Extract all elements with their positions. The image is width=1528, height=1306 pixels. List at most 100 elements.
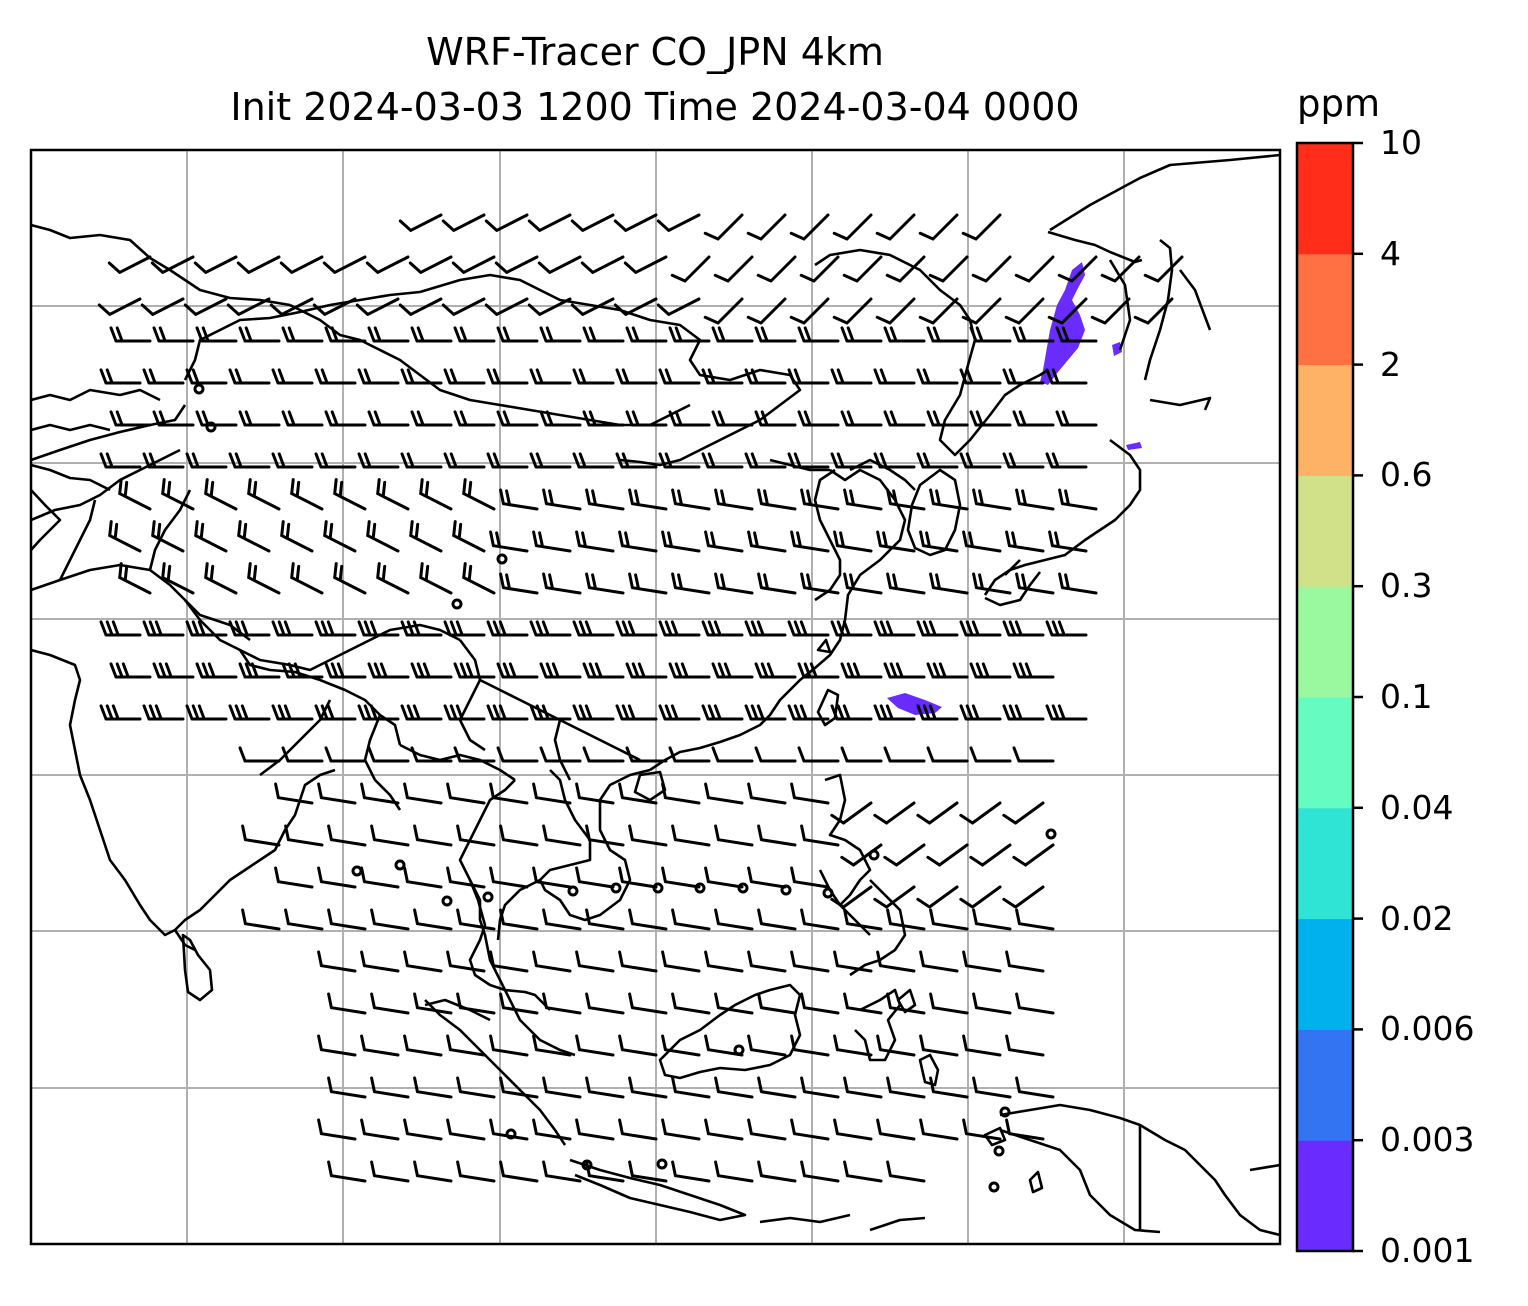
wind-barb bbox=[1048, 530, 1088, 553]
wind-barb bbox=[228, 368, 271, 385]
wind-barb bbox=[398, 297, 443, 316]
wind-barb bbox=[360, 950, 400, 973]
wind-barb bbox=[969, 746, 1012, 763]
wind-barb bbox=[360, 1034, 400, 1057]
wind-barb bbox=[790, 782, 830, 805]
wind-barb bbox=[618, 782, 658, 805]
wind-barb bbox=[499, 1160, 539, 1183]
wind-barb bbox=[628, 908, 668, 931]
wind-barb bbox=[279, 255, 324, 274]
wind-barb bbox=[1005, 530, 1045, 553]
wind-barb bbox=[711, 410, 754, 427]
wind-barb bbox=[400, 704, 443, 721]
wind-barb bbox=[747, 1118, 787, 1141]
wind-barb bbox=[961, 297, 1002, 325]
wind-barb bbox=[314, 620, 357, 637]
wind-barb bbox=[886, 572, 926, 595]
wind-barb bbox=[972, 1076, 1012, 1099]
wind-barb bbox=[118, 478, 152, 511]
wind-barb bbox=[746, 297, 787, 325]
wind-barb bbox=[585, 1076, 625, 1099]
wind-barb bbox=[453, 326, 496, 343]
wind-barb bbox=[376, 562, 410, 595]
wind-barb bbox=[1055, 410, 1098, 427]
wind-barb bbox=[959, 885, 1002, 909]
wind-barb bbox=[413, 992, 453, 1015]
wind-barb bbox=[446, 866, 486, 889]
wind-barb bbox=[714, 992, 754, 1015]
wind-barb bbox=[1058, 488, 1098, 511]
wind-barb bbox=[668, 326, 711, 343]
wind-barb bbox=[757, 1160, 797, 1183]
wind-barb bbox=[873, 452, 916, 469]
wind-barb bbox=[403, 782, 443, 805]
wind-barb bbox=[290, 478, 324, 511]
wind-barb bbox=[456, 908, 496, 931]
wind-barb bbox=[195, 662, 238, 679]
wind-barb bbox=[929, 572, 969, 595]
wind-barb bbox=[703, 213, 744, 241]
wind-barb bbox=[237, 520, 271, 553]
wind-barb bbox=[238, 410, 281, 427]
wind-barb bbox=[625, 410, 668, 427]
map-title-line2: Init 2024-03-03 1200 Time 2024-03-04 000… bbox=[230, 85, 1080, 129]
wind-barb bbox=[790, 950, 830, 973]
wind-barb bbox=[886, 908, 926, 931]
wind-barb bbox=[484, 297, 529, 316]
wind-barb bbox=[370, 992, 410, 1015]
wind-barb bbox=[370, 1076, 410, 1099]
wind-barb bbox=[800, 488, 840, 511]
wind-barb bbox=[489, 530, 529, 553]
wind-barb bbox=[972, 488, 1012, 511]
wind-barb bbox=[701, 368, 744, 385]
wind-barb bbox=[542, 488, 582, 511]
wind-barb bbox=[118, 562, 152, 595]
wind-barb bbox=[623, 255, 668, 274]
wind-barb bbox=[876, 950, 916, 973]
wind-barb bbox=[486, 452, 529, 469]
wind-barb bbox=[499, 824, 539, 847]
wind-barb bbox=[658, 368, 701, 385]
colorbar-segment bbox=[1297, 253, 1353, 366]
wind-barb bbox=[185, 704, 228, 721]
wind-barb bbox=[204, 478, 238, 511]
wind-barb bbox=[886, 488, 926, 511]
wind-barb bbox=[873, 620, 916, 637]
wind-barb bbox=[575, 866, 615, 889]
wind-barb bbox=[107, 255, 152, 274]
wind-barb bbox=[238, 662, 281, 679]
colorbar-tick-label: 2 bbox=[1380, 344, 1401, 384]
wind-barb bbox=[1055, 326, 1098, 343]
wind-barb bbox=[1057, 255, 1098, 283]
wind-barb bbox=[972, 908, 1012, 931]
wind-barb bbox=[916, 885, 959, 909]
wind-barb bbox=[150, 255, 195, 274]
wind-barb bbox=[532, 866, 572, 889]
wind-barb bbox=[142, 368, 185, 385]
wind-barb bbox=[410, 746, 453, 763]
wind-barb bbox=[618, 1118, 658, 1141]
wind-barb bbox=[926, 746, 969, 763]
colorbar-segment bbox=[1297, 1029, 1353, 1141]
wind-barb bbox=[360, 782, 400, 805]
wind-barb bbox=[281, 410, 324, 427]
wind-barb bbox=[830, 885, 873, 909]
wind-barb bbox=[929, 488, 969, 511]
wind-barb bbox=[194, 520, 228, 553]
wind-barb bbox=[658, 452, 701, 469]
wind-barb bbox=[238, 326, 281, 343]
wind-barb bbox=[529, 704, 572, 721]
wind-barb bbox=[843, 1160, 883, 1183]
wind-barb bbox=[661, 530, 701, 553]
wind-barb bbox=[142, 704, 185, 721]
wind-barb bbox=[1143, 255, 1184, 283]
wind-barb bbox=[456, 1160, 496, 1183]
wind-barb bbox=[489, 782, 529, 805]
wind-barb bbox=[1015, 908, 1055, 931]
wind-barb bbox=[711, 326, 754, 343]
wind-barb bbox=[744, 452, 787, 469]
wind-barb bbox=[671, 824, 711, 847]
wind-barb bbox=[367, 662, 410, 679]
wind-barb bbox=[959, 368, 1002, 385]
